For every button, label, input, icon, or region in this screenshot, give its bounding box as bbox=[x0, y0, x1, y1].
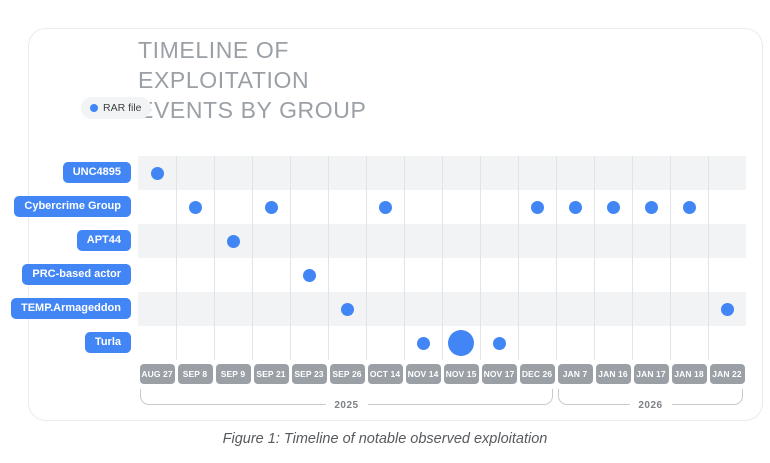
chart-title-line-3: EVENTS BY GROUP bbox=[138, 97, 367, 123]
chart-title: TIMELINE OF EXPLOITATION EVENTS BY GROUP bbox=[138, 35, 366, 125]
date-badge: SEP 9 bbox=[215, 364, 251, 384]
group-badge: Turla bbox=[84, 332, 131, 353]
group-badge: PRC-based actor bbox=[22, 264, 131, 285]
year-label: 2026 bbox=[629, 400, 672, 411]
legend-label: RAR file bbox=[103, 102, 142, 114]
event-dot bbox=[416, 336, 430, 350]
date-badge: AUG 27 bbox=[139, 364, 175, 384]
rar-file-dot-icon bbox=[90, 104, 98, 112]
figure-caption: Figure 1: Timeline of notable observed e… bbox=[222, 431, 548, 447]
year-bracket: 2025 bbox=[140, 389, 553, 411]
event-dot bbox=[150, 166, 164, 180]
grid-line bbox=[594, 156, 595, 360]
event-dot bbox=[378, 200, 392, 214]
year-bracket: 2026 bbox=[558, 389, 743, 411]
date-badge: DEC 26 bbox=[519, 364, 555, 384]
date-badge: NOV 14 bbox=[405, 364, 441, 384]
date-badge: JAN 17 bbox=[633, 364, 669, 384]
event-dot bbox=[492, 336, 506, 350]
event-dot bbox=[226, 234, 240, 248]
event-dot bbox=[530, 200, 544, 214]
legend-chip: RAR file bbox=[81, 97, 151, 119]
grid-line bbox=[442, 156, 443, 360]
grid-line bbox=[480, 156, 481, 360]
event-dot bbox=[340, 302, 354, 316]
date-badge: JAN 22 bbox=[709, 364, 745, 384]
date-badge: SEP 26 bbox=[329, 364, 365, 384]
event-dot bbox=[302, 268, 316, 282]
grid-line bbox=[214, 156, 215, 360]
figure-card: TIMELINE OF EXPLOITATION EVENTS BY GROUP… bbox=[10, 28, 763, 421]
grid-line bbox=[708, 156, 709, 360]
event-dot bbox=[448, 330, 474, 356]
event-dot bbox=[720, 302, 734, 316]
date-badge: JAN 18 bbox=[671, 364, 707, 384]
chart-title-line-1: TIMELINE OF bbox=[138, 37, 290, 63]
grid-line bbox=[632, 156, 633, 360]
grid-line bbox=[290, 156, 291, 360]
group-badge: UNC4895 bbox=[62, 162, 131, 183]
date-badge: SEP 21 bbox=[253, 364, 289, 384]
grid-line bbox=[670, 156, 671, 360]
event-dot bbox=[188, 200, 202, 214]
grid-line bbox=[518, 156, 519, 360]
group-badge: TEMP.Armageddon bbox=[10, 298, 131, 319]
date-badge: SEP 8 bbox=[177, 364, 213, 384]
event-dot bbox=[568, 200, 582, 214]
date-badge: JAN 16 bbox=[595, 364, 631, 384]
grid-line bbox=[252, 156, 253, 360]
date-badge: NOV 15 bbox=[443, 364, 479, 384]
grid-line bbox=[366, 156, 367, 360]
date-badge: OCT 14 bbox=[367, 364, 403, 384]
grid-line bbox=[176, 156, 177, 360]
event-dot bbox=[644, 200, 658, 214]
grid-line bbox=[404, 156, 405, 360]
grid-line bbox=[328, 156, 329, 360]
date-badge: NOV 17 bbox=[481, 364, 517, 384]
event-dot bbox=[606, 200, 620, 214]
year-label: 2025 bbox=[325, 400, 368, 411]
event-dot bbox=[682, 200, 696, 214]
date-badge: JAN 7 bbox=[557, 364, 593, 384]
date-badge: SEP 23 bbox=[291, 364, 327, 384]
timeline-grid bbox=[138, 156, 746, 360]
group-badge: APT44 bbox=[76, 230, 131, 251]
grid-line bbox=[556, 156, 557, 360]
group-badge: Cybercrime Group bbox=[14, 196, 131, 217]
chart-title-line-2: EXPLOITATION bbox=[138, 67, 310, 93]
event-dot bbox=[264, 200, 278, 214]
